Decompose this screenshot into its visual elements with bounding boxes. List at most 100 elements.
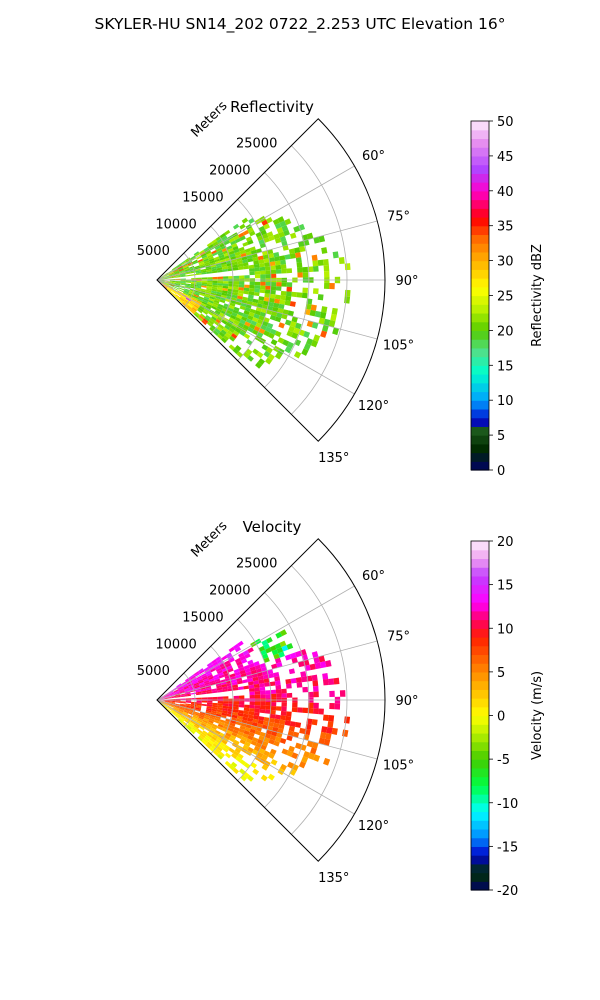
echo-cell: [185, 283, 191, 286]
echo-cell: [182, 292, 188, 296]
echo-cell: [313, 702, 319, 709]
echo-cell: [244, 727, 251, 732]
echo-cell: [198, 262, 205, 266]
echo-cell: [276, 312, 283, 318]
echo-cell: [280, 259, 286, 265]
echo-cell: [259, 242, 267, 249]
echo-cell: [196, 703, 202, 706]
echo-cell: [201, 272, 207, 275]
echo-cell: [250, 320, 258, 326]
colorbar-segment: [471, 452, 489, 462]
echo-cell: [233, 248, 240, 254]
echo-cell: [271, 730, 278, 737]
echo-cell: [198, 307, 204, 312]
echo-cell: [192, 725, 199, 731]
echo-cell: [322, 678, 329, 686]
echo-cell: [201, 692, 207, 695]
colorbar-segment: [471, 260, 489, 270]
echo-cell: [227, 307, 234, 313]
echo-cell: [185, 705, 191, 708]
echo-cell: [207, 254, 213, 259]
echo-cell: [285, 291, 292, 297]
echo-cell: [254, 281, 261, 286]
echo-cell: [199, 669, 205, 675]
echo-cell: [182, 721, 188, 726]
echo-cell: [274, 642, 282, 650]
echo-cell: [169, 701, 176, 703]
echo-cell: [175, 698, 181, 700]
echo-cell: [190, 300, 196, 305]
echo-cell: [273, 653, 280, 660]
echo-cell: [175, 282, 181, 284]
echo-cell: [228, 737, 235, 743]
echo-cell: [277, 216, 285, 223]
colorbar: 0 5 10 15 20 25 30 35 40 45 50 Reflectivity dBZ: [470, 115, 545, 479]
echo-cell: [177, 290, 183, 295]
echo-cell: [287, 730, 294, 737]
echo-cell: [193, 683, 200, 688]
echo-cell: [248, 662, 255, 669]
echo-cell: [293, 351, 302, 359]
echo-cell: [311, 674, 318, 681]
echo-cell: [170, 291, 175, 297]
colorbar-tick-label: 20: [497, 535, 514, 550]
echo-cell: [242, 679, 249, 684]
echo-cell: [209, 296, 216, 300]
echo-cell: [244, 284, 250, 289]
echo-cell: [236, 295, 243, 300]
echo-cell: [247, 355, 254, 362]
echo-cell: [200, 687, 206, 690]
echo-cell: [306, 740, 314, 748]
echo-cell: [258, 239, 265, 245]
echo-cell: [263, 350, 271, 358]
echo-cell: [169, 696, 176, 698]
echo-cell: [255, 742, 262, 749]
echo-cell: [214, 297, 221, 302]
echo-cell: [169, 702, 175, 705]
echo-cell: [228, 724, 235, 730]
echo-cell: [279, 629, 288, 637]
echo-cell: [174, 294, 180, 299]
echo-cell: [285, 715, 292, 722]
echo-cell: [268, 257, 275, 263]
echo-cell: [221, 712, 228, 717]
echo-cell: [213, 719, 220, 724]
echo-cell: [259, 686, 266, 691]
range-ring: [291, 565, 348, 835]
echo-cell: [203, 246, 210, 252]
echo-cell: [178, 689, 185, 693]
echo-cell: [318, 235, 326, 243]
echo-cell: [177, 266, 184, 271]
echo-cell: [222, 327, 229, 333]
echo-cell: [221, 710, 228, 714]
echo-cell: [232, 687, 239, 691]
echo-cell: [260, 744, 267, 751]
echo-cell: [209, 737, 216, 743]
theta-tick-label: 120°: [358, 819, 389, 834]
echo-cell: [228, 281, 234, 285]
echo-cell: [238, 290, 244, 294]
echo-cell: [210, 292, 217, 296]
echo-cell: [265, 647, 272, 654]
echo-cell: [225, 732, 232, 738]
echo-cell: [259, 709, 266, 714]
echo-cell: [179, 297, 185, 302]
echo-cell: [174, 271, 180, 275]
echo-cell: [169, 281, 176, 283]
echo-cell: [164, 701, 170, 703]
echo-cell: [174, 692, 180, 695]
echo-cell: [215, 713, 222, 718]
echo-cell: [268, 717, 275, 723]
echo-cell: [242, 229, 250, 236]
echo-cell: [193, 671, 200, 676]
echo-cell: [281, 313, 288, 320]
echo-cell: [195, 707, 202, 711]
echo-cell: [180, 275, 186, 278]
echo-cell: [167, 707, 173, 711]
echo-cell: [263, 258, 270, 263]
echo-field: [158, 629, 351, 782]
echo-cell: [192, 296, 198, 301]
echo-cell: [215, 293, 222, 298]
echo-cell: [168, 691, 174, 695]
echo-cell: [265, 326, 272, 333]
